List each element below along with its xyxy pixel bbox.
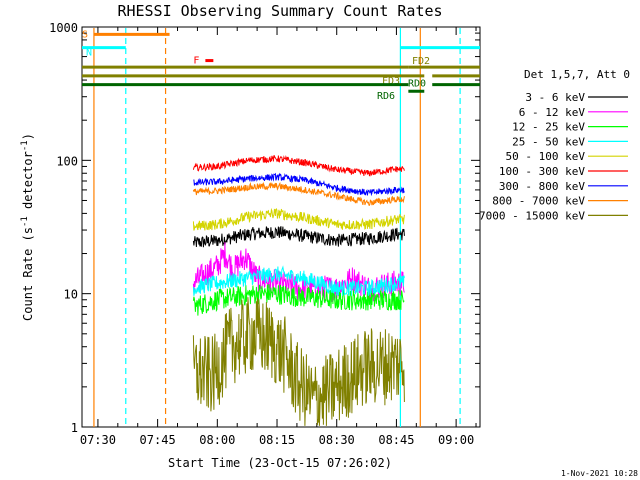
plot-frame xyxy=(81,26,481,428)
legend-title: Det 1,5,7, Att 0 xyxy=(524,68,630,81)
series-100-300-kev xyxy=(192,155,405,177)
y-axis-label-sup1: -1 xyxy=(20,216,30,227)
chart-title: RHESSI Observing Summary Count Rates xyxy=(117,2,442,20)
y-tick-label: 1000 xyxy=(49,21,78,35)
legend-label-3-6-kev: 3 - 6 keV xyxy=(525,91,585,104)
legend-label-6-12-kev: 6 - 12 keV xyxy=(519,106,586,119)
footer-date: 1-Nov-2021 10:28 xyxy=(561,469,638,478)
legend-label-12-25-kev: 12 - 25 keV xyxy=(512,121,585,134)
y-tick-label: 100 xyxy=(56,154,78,168)
y-axis-label-main: Count Rate (s xyxy=(21,227,35,321)
flag-label-n: N xyxy=(86,48,92,59)
flag-label-fd2: FD2 xyxy=(412,56,430,67)
flag-label-fd3: FD3 xyxy=(382,76,400,87)
y-axis-label-mid: detector xyxy=(21,151,35,216)
legend-label-300-800-kev: 300 - 800 keV xyxy=(499,180,585,193)
series-7000-15000-kev xyxy=(192,297,405,426)
series-25-50-kev xyxy=(192,265,405,296)
flag-label-rd0: RD0 xyxy=(408,79,426,90)
series-300-800-kev xyxy=(193,172,405,197)
flag-label-s: S xyxy=(82,29,88,40)
series-12-25-kev xyxy=(192,284,405,316)
x-tick-label: 09:00 xyxy=(438,433,474,447)
y-axis-label-sup2: -1 xyxy=(20,140,30,151)
legend-label-7000-15000-kev: 7000 - 15000 keV xyxy=(479,209,585,222)
x-tick-label: 07:45 xyxy=(140,433,176,447)
x-axis-label: Start Time (23-Oct-15 07:26:02) xyxy=(168,456,392,470)
axis-ticks: 07:30 07:45 08:00 08:15 08:30 08:45 09:00 1 10 10… xyxy=(49,21,480,447)
series-50-100-kev xyxy=(192,207,405,231)
flag-label-f: F xyxy=(193,56,199,67)
legend-label-25-50-kev: 25 - 50 keV xyxy=(512,135,585,148)
vertical-markers xyxy=(93,28,461,427)
y-tick-label: 1 xyxy=(71,421,78,435)
flag-bars: SN F FD2 FD3 RD0 RD6 xyxy=(82,29,480,102)
series-3-6-kev xyxy=(192,226,405,248)
x-tick-label: 08:45 xyxy=(378,433,414,447)
y-tick-label: 10 xyxy=(64,288,78,302)
legend-label-800-7000-kev: 800 - 7000 keV xyxy=(492,195,585,208)
data-series xyxy=(192,155,405,426)
y-axis-label: Count Rate (s-1 detector-1) xyxy=(20,133,35,321)
x-tick-label: 08:15 xyxy=(259,433,295,447)
x-tick-label: 08:30 xyxy=(319,433,355,447)
x-tick-label: 08:00 xyxy=(199,433,235,447)
flag-label-rd6: RD6 xyxy=(377,91,395,102)
y-axis-label-close: ) xyxy=(21,133,35,140)
legend-label-100-300-kev: 100 - 300 keV xyxy=(499,165,585,178)
legend-label-50-100-kev: 50 - 100 keV xyxy=(506,150,586,163)
series-800-7000-kev xyxy=(192,181,405,206)
x-tick-label: 07:30 xyxy=(80,433,116,447)
